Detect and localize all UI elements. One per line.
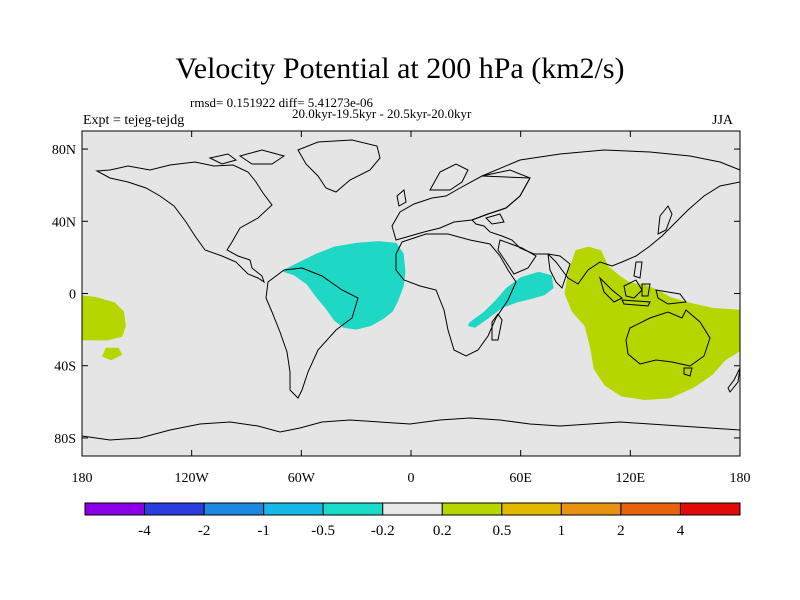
colorbar-swatch (679, 502, 741, 516)
colorbar-swatch (441, 502, 503, 516)
colorbar-label: -1 (257, 523, 270, 539)
region-tropical-atlantic-south-america (283, 241, 406, 330)
region-east-africa-indian-ocean (467, 271, 554, 328)
y-tick-label: 0 (69, 288, 76, 303)
x-tick-label: 120E (616, 471, 646, 486)
y-tick-label: 40S (54, 360, 76, 375)
colorbar-swatch (322, 502, 384, 516)
colorbar: -4 -2 -1 -0.5 -0.2 0.2 0.5 1 2 4 (84, 502, 741, 539)
colorbar-swatch (620, 502, 681, 516)
colorbar-label: -2 (198, 523, 211, 539)
season-label: JJA (712, 113, 734, 128)
experiment-label: Expt = tejeg-tejdg (83, 113, 185, 128)
colorbar-label: 0.2 (433, 523, 452, 539)
colorbar-label: 2 (617, 523, 625, 539)
region-south-pacific-small (102, 347, 123, 361)
x-tick-label: 180 (72, 471, 93, 486)
latitude-axis: 80N 40N 0 40S 80S (52, 143, 740, 447)
colorbar-swatch (263, 502, 324, 516)
colorbar-label: -0.2 (371, 523, 395, 539)
colorbar-swatch (560, 502, 622, 516)
x-tick-label: 120W (175, 471, 210, 486)
colorbar-swatch (501, 502, 562, 516)
colorbar-swatch (84, 502, 146, 516)
y-tick-label: 80N (52, 143, 76, 158)
coastlines (81, 139, 741, 441)
region-east-pacific (82, 295, 126, 341)
colorbar-label: 0.5 (492, 523, 511, 539)
y-tick-label: 80S (54, 432, 76, 447)
colorbar-swatch (203, 502, 265, 516)
stats-line: rmsd= 0.151922 diff= 5.41273e-06 (190, 95, 374, 110)
colorbar-label: 4 (677, 523, 685, 539)
x-tick-label: 0 (408, 471, 415, 486)
colorbar-swatch (144, 502, 205, 516)
period-line: 20.0kyr-19.5kyr - 20.5kyr-20.0kyr (292, 106, 472, 121)
colorbar-label: -4 (138, 523, 151, 539)
colorbar-label: 1 (558, 523, 566, 539)
x-tick-label: 60E (509, 471, 532, 486)
map-title: Velocity Potential at 200 hPa (km2/s) (175, 52, 625, 85)
x-tick-label: 60W (288, 471, 316, 486)
colorbar-swatch (382, 502, 443, 516)
x-tick-label: 180 (730, 471, 751, 486)
y-tick-label: 40N (52, 215, 76, 230)
colorbar-label: -0.5 (311, 523, 335, 539)
longitude-axis: 180 120W 60W 0 60E 120E 180 (72, 131, 751, 486)
